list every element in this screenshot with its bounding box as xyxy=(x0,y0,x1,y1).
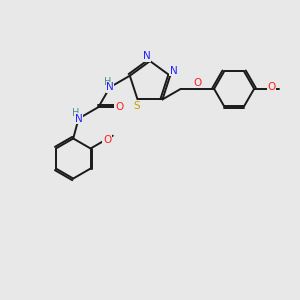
Text: H: H xyxy=(72,108,80,118)
Text: S: S xyxy=(134,101,140,111)
Text: O: O xyxy=(194,78,202,88)
Text: N: N xyxy=(75,114,83,124)
Text: O: O xyxy=(103,135,111,146)
Text: O: O xyxy=(115,102,123,112)
Text: N: N xyxy=(170,66,178,76)
Text: O: O xyxy=(268,82,276,92)
Text: N: N xyxy=(142,51,150,61)
Text: H: H xyxy=(103,77,111,87)
Text: N: N xyxy=(106,82,114,92)
